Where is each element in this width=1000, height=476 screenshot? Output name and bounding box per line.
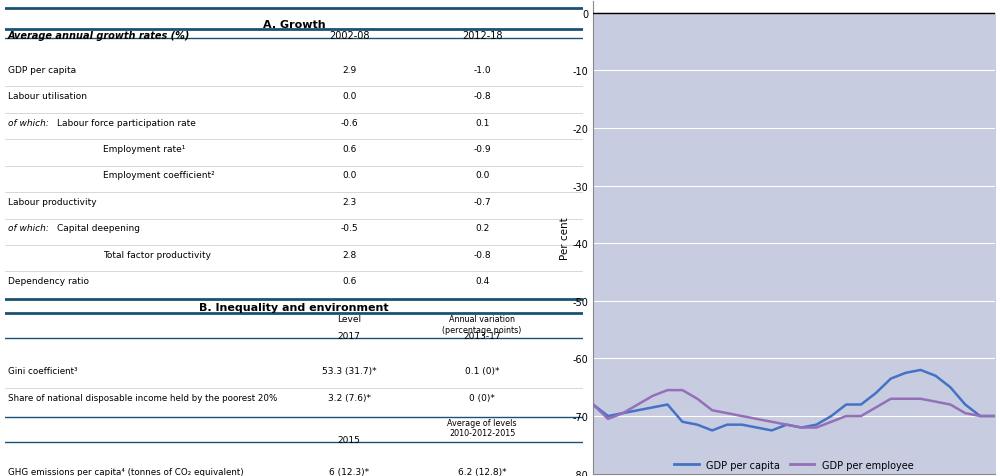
Text: 0.0: 0.0 <box>342 171 356 180</box>
Text: -1.0: -1.0 <box>473 66 491 75</box>
Text: 0 (0)*: 0 (0)* <box>469 393 495 402</box>
Text: 2.9: 2.9 <box>342 66 356 75</box>
Text: of which:: of which: <box>8 119 49 127</box>
Text: of which:: of which: <box>8 224 49 233</box>
Text: -0.9: -0.9 <box>473 145 491 154</box>
Text: Average of levels
2010-2012-2015: Average of levels 2010-2012-2015 <box>447 418 517 437</box>
Y-axis label: Per cent: Per cent <box>560 217 570 259</box>
Text: Average annual growth rates (%): Average annual growth rates (%) <box>8 30 190 40</box>
Text: 6.2 (12.8)*: 6.2 (12.8)* <box>458 466 506 476</box>
Text: 0.6: 0.6 <box>342 277 356 286</box>
Text: 2002-08: 2002-08 <box>329 30 369 40</box>
Text: Gini coefficient³: Gini coefficient³ <box>8 366 77 375</box>
Text: -0.8: -0.8 <box>473 250 491 259</box>
Text: Total factor productivity: Total factor productivity <box>103 250 211 259</box>
Text: GHG emissions per capita⁴ (tonnes of CO₂ equivalent): GHG emissions per capita⁴ (tonnes of CO₂… <box>8 466 244 476</box>
Text: GDP per capita: GDP per capita <box>8 66 76 75</box>
Text: 2013-17: 2013-17 <box>463 331 501 340</box>
Text: 0.1: 0.1 <box>475 119 489 127</box>
Text: Dependency ratio: Dependency ratio <box>8 277 89 286</box>
Text: B. Inequality and environment: B. Inequality and environment <box>199 302 389 312</box>
Text: A. Growth: A. Growth <box>263 20 325 30</box>
Text: 3.2 (7.6)*: 3.2 (7.6)* <box>328 393 371 402</box>
Text: Employment coefficient²: Employment coefficient² <box>103 171 215 180</box>
Text: Level: Level <box>337 315 361 324</box>
Text: 53.3 (31.7)*: 53.3 (31.7)* <box>322 366 376 375</box>
Text: Labour force participation rate: Labour force participation rate <box>57 119 196 127</box>
Text: 0.0: 0.0 <box>342 92 356 101</box>
Text: 0.0: 0.0 <box>475 171 489 180</box>
Text: Employment rate¹: Employment rate¹ <box>103 145 186 154</box>
Text: Share of national disposable income held by the poorest 20%: Share of national disposable income held… <box>8 393 277 402</box>
Legend: GDP per capita, GDP per employee: GDP per capita, GDP per employee <box>670 456 918 474</box>
Text: 2.3: 2.3 <box>342 198 356 207</box>
Text: 2017: 2017 <box>338 331 361 340</box>
Text: -0.7: -0.7 <box>473 198 491 207</box>
Text: Labour utilisation: Labour utilisation <box>8 92 87 101</box>
Text: 2015: 2015 <box>338 435 361 444</box>
Text: -0.8: -0.8 <box>473 92 491 101</box>
Text: 0.2: 0.2 <box>475 224 489 233</box>
Text: -0.5: -0.5 <box>340 224 358 233</box>
Text: -0.6: -0.6 <box>340 119 358 127</box>
Text: 2012-18: 2012-18 <box>462 30 502 40</box>
Text: Capital deepening: Capital deepening <box>57 224 140 233</box>
Text: 6 (12.3)*: 6 (12.3)* <box>329 466 369 476</box>
Text: 0.4: 0.4 <box>475 277 489 286</box>
Text: 0.1 (0)*: 0.1 (0)* <box>465 366 499 375</box>
Text: Labour productivity: Labour productivity <box>8 198 97 207</box>
Text: 0.6: 0.6 <box>342 145 356 154</box>
Text: Annual variation
(percentage points): Annual variation (percentage points) <box>442 315 522 334</box>
Text: 2.8: 2.8 <box>342 250 356 259</box>
